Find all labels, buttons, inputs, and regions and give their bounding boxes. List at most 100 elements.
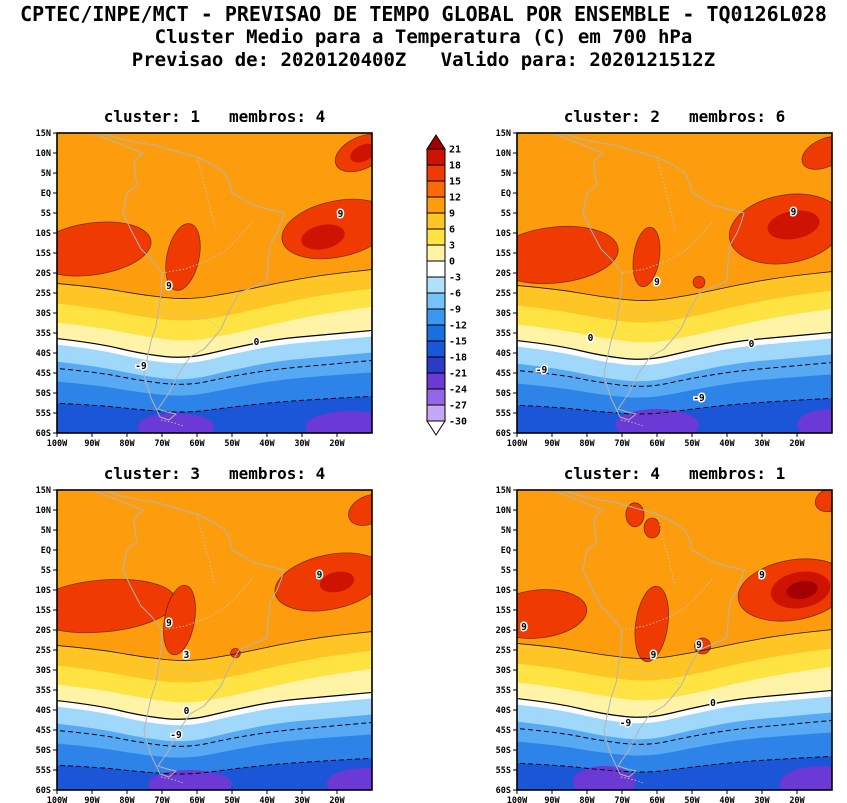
country-border	[620, 776, 644, 784]
country-border	[621, 220, 714, 274]
colorbar-tick-label: -12	[449, 321, 467, 332]
lon-tick-label: 20W	[789, 439, 805, 449]
lat-tick-label: 5N	[41, 526, 51, 536]
colorbar-segment	[426, 260, 446, 278]
colorbar-tick-label: -3	[449, 273, 461, 284]
lat-tick-label: 50S	[496, 389, 511, 399]
contour-label: 9	[521, 622, 527, 633]
warm-anomaly-cell	[350, 143, 372, 163]
contour-label: 9	[651, 650, 657, 661]
lon-tick-label: 40W	[719, 796, 735, 803]
lat-tick-label: 20S	[496, 626, 511, 636]
lat-tick-label: 10S	[36, 586, 51, 596]
colorbar-segment	[426, 148, 446, 166]
cold-anomaly-cell	[305, 411, 372, 433]
lon-tick-label: 100W	[507, 796, 528, 803]
contour-9	[57, 269, 372, 299]
lat-tick-label: 25S	[496, 289, 511, 299]
colorbar: 21 18 15 12 9 6 3 0 -3 -6 -9 -12 -15 -18 -21 -24 -27 -30	[426, 134, 467, 436]
lon-tick-label: 90W	[84, 439, 100, 449]
contour-minus-9	[57, 359, 372, 385]
country-border	[617, 513, 682, 687]
lat-tick-label: 10S	[496, 229, 511, 239]
country-border	[157, 513, 222, 687]
colorbar-segment	[426, 244, 446, 262]
warm-anomaly-cell	[348, 494, 372, 526]
lon-tick-label: 70W	[614, 796, 630, 803]
colorbar-segment	[426, 212, 446, 230]
colorbar-tick-label: -15	[449, 337, 467, 348]
lat-tick-label: 40S	[36, 706, 51, 716]
panel-title-cluster-3: cluster: 3 membros: 4	[103, 464, 326, 483]
temperature-field	[517, 490, 832, 790]
colorbar-tick-label: -27	[449, 401, 467, 412]
lat-tick-label: 35S	[496, 329, 511, 339]
warm-anomaly-cell	[692, 275, 706, 289]
map-frame	[516, 132, 833, 434]
contour-9	[57, 631, 372, 661]
warm-anomaly-cell	[801, 136, 832, 170]
lon-tick-label: 50W	[224, 796, 240, 803]
lat-tick-label: 25S	[36, 289, 51, 299]
panel-title-cluster-2: cluster: 2 membros: 6	[563, 107, 786, 126]
colorbar-tick-label: 0	[449, 257, 455, 268]
contour-9	[517, 271, 832, 301]
cold-anomaly-cell	[615, 409, 699, 433]
lat-tick-label: 10S	[496, 586, 511, 596]
lon-tick-label: 20W	[329, 796, 345, 803]
lat-tick-label: 50S	[36, 746, 51, 756]
contour-0	[517, 689, 832, 718]
contour-label: 0	[184, 706, 190, 717]
map-frame	[56, 489, 373, 791]
colorbar-tick-label: 21	[449, 145, 461, 156]
coastline	[90, 133, 285, 421]
colorbar-segment	[426, 324, 446, 342]
figure-subtitle: Cluster Medio para a Temperatura (C) em …	[154, 26, 693, 48]
lat-tick-label: 45S	[496, 726, 511, 736]
lat-tick-label: 15N	[496, 486, 511, 496]
cluster-1-map: 9 9 0 -9 15N 10N 5N EQ 5S 10S 15S 20S 25S 30S 35S 40S 45…	[36, 129, 373, 449]
lat-tick-label: 10S	[36, 229, 51, 239]
colorbar-tick-label: 9	[449, 209, 455, 220]
colorbar-segment	[426, 356, 446, 374]
cold-anomaly-cell	[148, 770, 232, 790]
lat-tick-label: 55S	[496, 409, 511, 419]
warm-anomaly-cell	[634, 585, 669, 663]
lon-tick-label: 60W	[189, 439, 205, 449]
cluster-2-map: 9 9 0 0 -9 -9 15N 10N 5N EQ 5S 10S 15S 20S 25S 30S 35S 40…	[496, 129, 833, 449]
lat-tick-label: 35S	[36, 686, 51, 696]
lat-tick-label: 60S	[36, 429, 51, 439]
lat-tick-label: 55S	[36, 766, 51, 776]
lat-tick-label: 15N	[36, 486, 51, 496]
temperature-field	[57, 490, 372, 790]
colorbar-tick-label: 12	[449, 193, 461, 204]
panel-cluster-3: cluster: 3 membros: 4 9 3 9 0 -9 15N 10N 5N EQ 5S…	[27, 461, 387, 803]
lon-tick-label: 30W	[754, 439, 770, 449]
country-border	[617, 156, 682, 330]
lon-tick-label: 60W	[189, 796, 205, 803]
lon-tick-label: 50W	[684, 439, 700, 449]
lat-tick-label: 5N	[501, 526, 511, 536]
warm-anomaly-cell	[767, 210, 820, 240]
contour-label: 9	[654, 277, 660, 288]
colorbar-segment	[426, 404, 446, 422]
contour-minus-18	[517, 397, 832, 415]
lat-tick-label: 60S	[36, 786, 51, 796]
lon-tick-label: 50W	[684, 796, 700, 803]
colorbar-segment	[426, 388, 446, 406]
lon-tick-label: 100W	[47, 796, 68, 803]
lat-tick-label: 45S	[36, 726, 51, 736]
colorbar-segment	[426, 180, 446, 198]
lat-tick-label: 5S	[41, 566, 51, 576]
lat-tick-label: 15N	[36, 129, 51, 139]
contour-label: -9	[170, 730, 182, 741]
colorbar-tick-label: -30	[449, 417, 467, 428]
lat-tick-label: 45S	[496, 369, 511, 379]
cluster-4-map: 9 9 9 9 0 -9 15N 10N 5N EQ 5S 10S 15S 20S 25S 30S 35S 40S…	[496, 486, 833, 803]
lat-tick-label: 10N	[496, 149, 511, 159]
lat-tick-label: 40S	[496, 706, 511, 716]
lat-tick-label: 10N	[36, 506, 51, 516]
lon-tick-label: 70W	[614, 439, 630, 449]
lat-tick-label: 30S	[496, 666, 511, 676]
lat-tick-label: 5N	[501, 169, 511, 179]
